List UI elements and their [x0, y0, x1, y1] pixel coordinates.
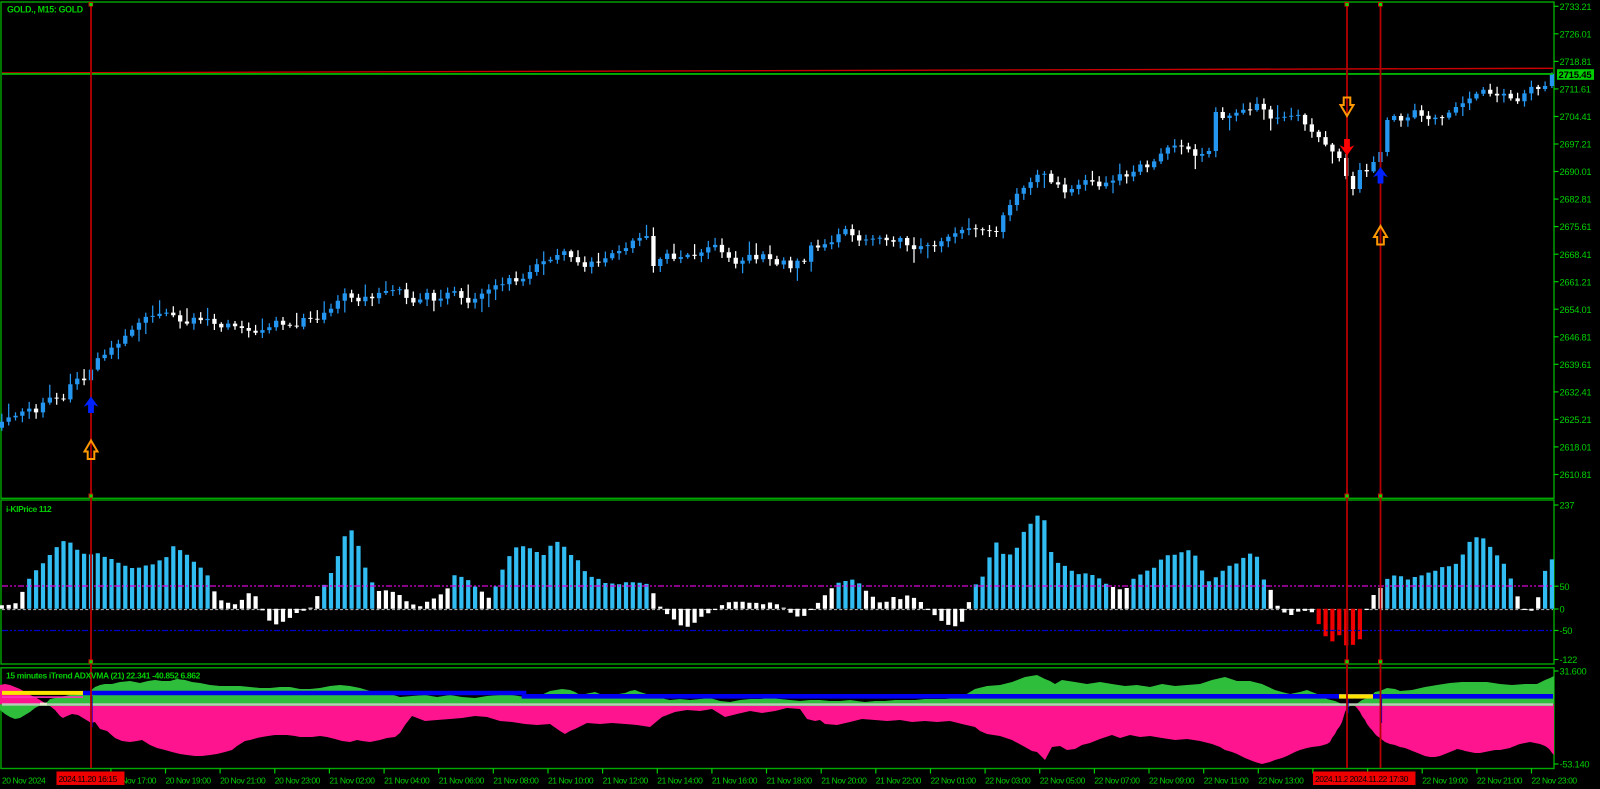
svg-text:2661.21: 2661.21 — [1560, 277, 1592, 287]
svg-text:21 Nov 14:00: 21 Nov 14:00 — [657, 776, 703, 786]
svg-text:-53.140: -53.140 — [1560, 760, 1590, 770]
svg-text:2682.81: 2682.81 — [1560, 195, 1592, 205]
svg-text:22 Nov 05:00: 22 Nov 05:00 — [1040, 776, 1086, 786]
svg-text:2715.45: 2715.45 — [1559, 70, 1593, 81]
svg-text:2646.81: 2646.81 — [1560, 332, 1592, 342]
svg-text:22 Nov 19:00: 22 Nov 19:00 — [1422, 776, 1468, 786]
svg-text:2024.11.22 17:30: 2024.11.22 17:30 — [1350, 774, 1409, 784]
svg-text:21 Nov 18:00: 21 Nov 18:00 — [767, 776, 813, 786]
svg-text:2610.81: 2610.81 — [1560, 470, 1592, 480]
svg-text:20 Nov 23:00: 20 Nov 23:00 — [275, 776, 321, 786]
svg-text:22 Nov 23:00: 22 Nov 23:00 — [1532, 776, 1578, 786]
svg-text:2024.11.20 16:15: 2024.11.20 16:15 — [59, 774, 118, 784]
svg-text:i-KlPrice 112: i-KlPrice 112 — [6, 504, 52, 514]
svg-text:22 Nov 01:00: 22 Nov 01:00 — [931, 776, 977, 786]
svg-text:2690.01: 2690.01 — [1560, 167, 1592, 177]
svg-text:2618.01: 2618.01 — [1560, 443, 1592, 453]
svg-text:31.600: 31.600 — [1560, 667, 1587, 677]
svg-text:-122: -122 — [1560, 655, 1578, 665]
svg-text:22 Nov 13:00: 22 Nov 13:00 — [1258, 776, 1304, 786]
svg-text:2668.41: 2668.41 — [1560, 250, 1592, 260]
svg-text:-50: -50 — [1560, 626, 1573, 636]
svg-text:2639.61: 2639.61 — [1560, 360, 1592, 370]
svg-text:21 Nov 12:00: 21 Nov 12:00 — [603, 776, 649, 786]
svg-text:237: 237 — [1560, 501, 1575, 511]
svg-text:2632.41: 2632.41 — [1560, 388, 1592, 398]
svg-text:22 Nov 07:00: 22 Nov 07:00 — [1094, 776, 1140, 786]
svg-text:2675.61: 2675.61 — [1560, 222, 1592, 232]
svg-text:20 Nov 21:00: 20 Nov 21:00 — [220, 776, 266, 786]
svg-text:21 Nov 22:00: 21 Nov 22:00 — [876, 776, 922, 786]
svg-text:22 Nov 21:00: 22 Nov 21:00 — [1477, 776, 1523, 786]
svg-text:2718.81: 2718.81 — [1560, 57, 1592, 67]
svg-text:2625.21: 2625.21 — [1560, 415, 1592, 425]
svg-text:50: 50 — [1560, 582, 1570, 592]
svg-text:21 Nov 02:00: 21 Nov 02:00 — [329, 776, 375, 786]
svg-text:2024.11.20 16:15: 2024.11.20 16:15 — [1315, 774, 1374, 784]
svg-text:20 Nov 19:00: 20 Nov 19:00 — [166, 776, 212, 786]
svg-text:2726.01: 2726.01 — [1560, 29, 1592, 39]
svg-text:2654.01: 2654.01 — [1560, 305, 1592, 315]
svg-text:21 Nov 04:00: 21 Nov 04:00 — [384, 776, 430, 786]
svg-text:21 Nov 08:00: 21 Nov 08:00 — [493, 776, 539, 786]
svg-text:0: 0 — [1560, 605, 1565, 615]
svg-text:2733.21: 2733.21 — [1560, 2, 1592, 12]
svg-text:21 Nov 16:00: 21 Nov 16:00 — [712, 776, 758, 786]
svg-text:21 Nov 20:00: 21 Nov 20:00 — [821, 776, 867, 786]
svg-text:20 Nov 2024: 20 Nov 2024 — [2, 776, 46, 786]
svg-text:15 minutes iTrend ADXVMA (21): 15 minutes iTrend ADXVMA (21) 22.341 -40… — [6, 671, 201, 681]
svg-text:21 Nov 10:00: 21 Nov 10:00 — [548, 776, 594, 786]
svg-text:GOLD., M15: GOLD: GOLD., M15: GOLD — [7, 5, 83, 15]
svg-text:2711.61: 2711.61 — [1560, 85, 1591, 95]
svg-text:22 Nov 09:00: 22 Nov 09:00 — [1149, 776, 1195, 786]
svg-text:21 Nov 06:00: 21 Nov 06:00 — [439, 776, 485, 786]
svg-text:2697.21: 2697.21 — [1560, 140, 1592, 150]
svg-text:20 Nov 17:00: 20 Nov 17:00 — [111, 776, 157, 786]
svg-text:22 Nov 03:00: 22 Nov 03:00 — [985, 776, 1031, 786]
svg-text:22 Nov 11:00: 22 Nov 11:00 — [1204, 776, 1249, 786]
svg-text:2704.41: 2704.41 — [1560, 112, 1592, 122]
